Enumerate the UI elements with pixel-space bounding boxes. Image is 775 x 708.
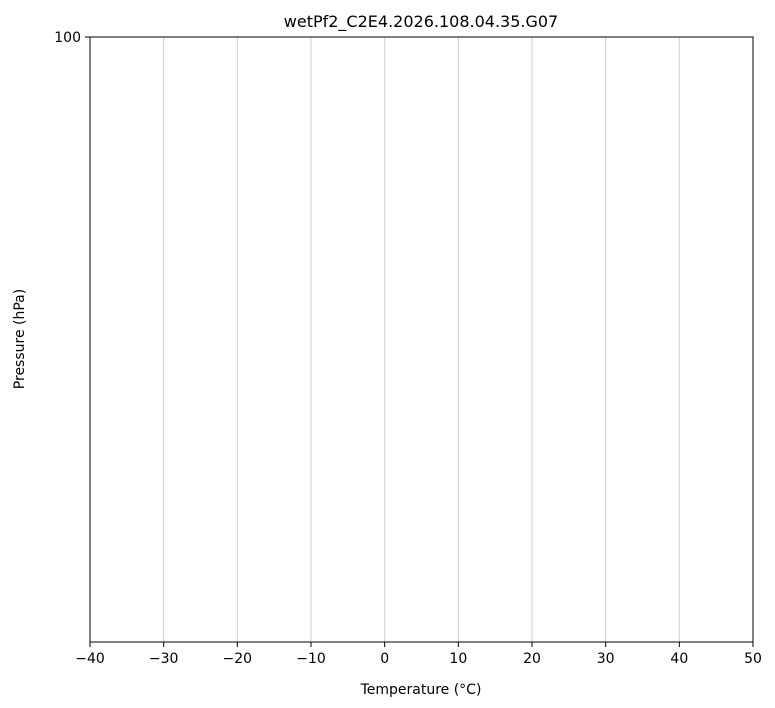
x-tick-label: 30 <box>597 651 615 667</box>
x-tick-label: 20 <box>523 651 541 667</box>
y-tick-label: 100 <box>54 30 81 46</box>
x-tick-label: −20 <box>223 651 253 667</box>
plot-frame <box>89 36 754 643</box>
x-tick-label: −30 <box>149 651 179 667</box>
x-tick-label: 50 <box>744 651 762 667</box>
x-tick-label: 0 <box>380 651 389 667</box>
x-tick-label: 10 <box>449 651 467 667</box>
x-tick-label: −10 <box>296 651 326 667</box>
background-lines <box>90 37 753 642</box>
y-axis: 1002003004005006007008009001000 <box>54 30 90 46</box>
y-axis-title: Pressure (hPa) <box>12 289 28 389</box>
x-tick-label: −40 <box>75 651 105 667</box>
x-tick-label: 40 <box>670 651 688 667</box>
chart-title: wetPf2_C2E4.2026.108.04.35.G07 <box>284 12 558 32</box>
x-axis: −40 −30 −20 −10 0 10 20 30 40 50 <box>75 642 762 667</box>
x-axis-title: Temperature (°C) <box>360 682 482 698</box>
